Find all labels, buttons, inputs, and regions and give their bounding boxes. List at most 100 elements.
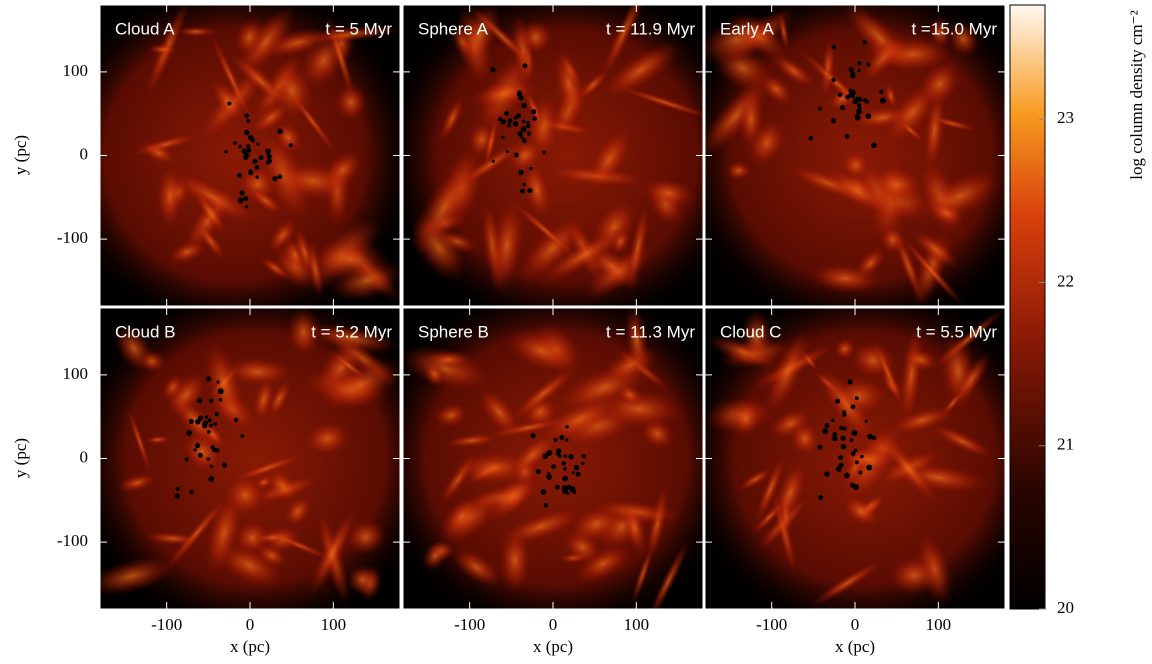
sink-particle (866, 62, 871, 67)
gas-filament (640, 177, 697, 209)
gas-filament (477, 386, 522, 438)
sink-particle (208, 476, 215, 482)
gas-filament (521, 157, 553, 222)
gas-filament (926, 115, 979, 132)
gas-filament (509, 199, 581, 262)
sink-particle (206, 430, 211, 434)
sink-particle (834, 398, 841, 404)
gas-filament (573, 543, 633, 585)
gas-filament (167, 169, 259, 225)
sink-particle (879, 89, 884, 94)
sink-particle (517, 90, 522, 95)
sink-particle (193, 448, 197, 452)
sink-particle (559, 434, 565, 441)
sink-particle (209, 464, 213, 468)
colorbar-tick-label: 20 (1057, 598, 1074, 617)
gas-filament (265, 467, 300, 504)
sink-particle (241, 148, 248, 155)
sink-particle (244, 129, 250, 136)
sink-particle (562, 475, 568, 482)
sink-particle (507, 118, 513, 124)
sink-particle (847, 379, 853, 385)
sink-particle (832, 432, 838, 437)
gas-filament (833, 337, 857, 361)
sink-particle (822, 428, 829, 435)
gas-filament (253, 531, 292, 544)
gas-filament (647, 539, 690, 609)
sink-particle (563, 454, 568, 458)
gas-filament (259, 256, 291, 281)
sink-particle (490, 67, 496, 73)
gas-filament (441, 495, 483, 538)
gas-filament (162, 492, 231, 574)
sink-particle (246, 144, 251, 149)
sink-particle (518, 169, 524, 176)
x-tick-label: 0 (246, 615, 255, 634)
gas-filament (433, 402, 469, 429)
sink-particle (867, 433, 873, 440)
sink-particle (175, 486, 180, 491)
sink-particle (551, 464, 556, 470)
sink-particle (522, 63, 528, 69)
sink-particle (838, 455, 843, 461)
gas-filament (267, 217, 298, 254)
y-tick-label: -100 (57, 228, 88, 247)
sink-particle (839, 425, 844, 431)
gas-filament (952, 352, 991, 407)
sink-particle (239, 190, 245, 196)
panel-name: Sphere B (418, 322, 489, 341)
y-tick-label: -100 (57, 531, 88, 550)
sink-particle (553, 437, 558, 442)
sink-particle (831, 77, 836, 83)
sink-particle (522, 138, 527, 144)
gas-filament (746, 118, 787, 168)
gas-filament (613, 85, 703, 121)
sink-particle (258, 155, 264, 161)
x-tick-label: -100 (151, 615, 182, 634)
sink-particle (501, 135, 505, 140)
sink-particle (546, 474, 552, 480)
sink-particle (248, 134, 254, 141)
sink-particle (208, 423, 213, 428)
gas-filament (210, 77, 245, 125)
sink-particle (206, 376, 212, 382)
sink-particle (516, 113, 522, 119)
sink-particle (851, 429, 858, 436)
sink-particle (854, 460, 859, 465)
sink-particle (855, 96, 861, 103)
sink-particle (850, 71, 856, 76)
sink-particle (848, 88, 853, 93)
gas-filament (910, 229, 961, 269)
sink-particle (842, 410, 846, 414)
sink-particle (850, 404, 856, 410)
gas-filament (631, 544, 654, 605)
sink-particle (184, 457, 189, 462)
gas-filament (788, 420, 821, 457)
sink-particle (857, 61, 862, 66)
sink-particle (520, 126, 527, 133)
y-tick-label: 0 (80, 144, 89, 163)
y-tick-label: 100 (63, 61, 89, 80)
sink-particle (840, 435, 846, 441)
sink-particle (519, 134, 523, 138)
gas-filament (624, 308, 649, 378)
sink-particle (840, 443, 847, 450)
gas-filament (498, 525, 532, 595)
gas-filament (117, 473, 158, 493)
x-tick-label: 100 (624, 615, 650, 634)
sink-particle (849, 438, 854, 442)
sink-particle (542, 453, 548, 460)
panel-name: Cloud B (115, 322, 175, 341)
sink-particle (266, 153, 272, 159)
sink-particle (831, 45, 836, 50)
sink-particle (817, 444, 823, 450)
sink-particle (568, 454, 574, 460)
panel-time: t = 11.9 Myr (606, 19, 695, 38)
gas-filament (439, 95, 465, 142)
sink-particle (221, 462, 227, 468)
sink-particle (844, 133, 850, 139)
gas-filament (303, 322, 400, 354)
sink-particle (818, 106, 823, 111)
gas-filament (553, 46, 585, 123)
sink-particle (837, 92, 843, 98)
